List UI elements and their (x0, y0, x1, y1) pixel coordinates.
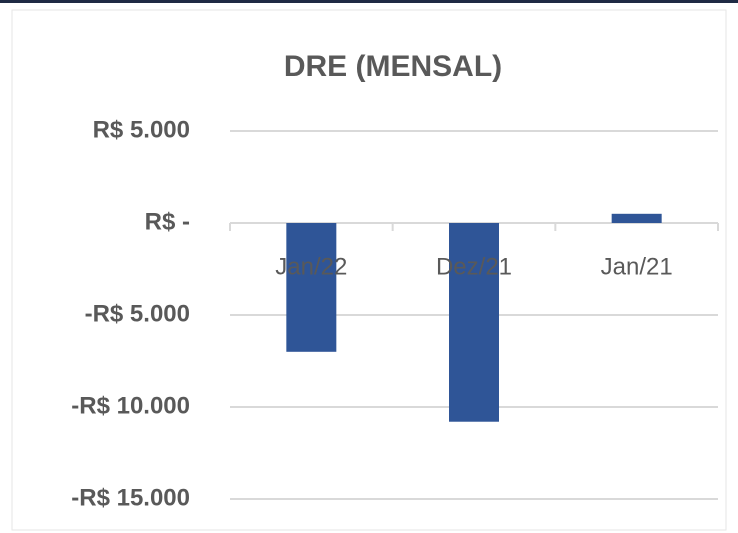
bar (286, 223, 337, 352)
y-tick-label: R$ - (145, 208, 190, 235)
x-tick-label: Dez/21 (436, 253, 512, 280)
top-border (0, 0, 738, 3)
bar (449, 223, 499, 422)
y-tick-label: -R$ 15.000 (71, 484, 190, 511)
x-tick-label: Jan/22 (275, 253, 347, 280)
bar (611, 213, 662, 223)
y-tick-label: R$ 5.000 (93, 116, 190, 143)
chart-frame (11, 9, 727, 531)
y-tick-label: -R$ 5.000 (85, 300, 190, 327)
y-tick-label: -R$ 10.000 (71, 392, 190, 419)
x-tick-label: Jan/21 (601, 253, 673, 280)
chart-title: DRE (MENSAL) (284, 50, 502, 83)
